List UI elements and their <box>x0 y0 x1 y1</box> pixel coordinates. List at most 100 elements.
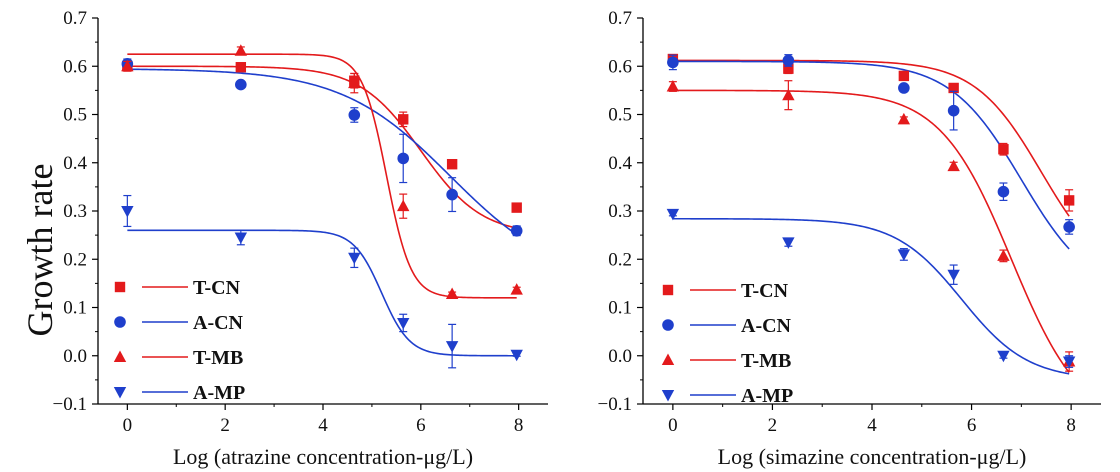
x-tick-label: 4 <box>318 415 328 436</box>
panel-simazine: −0.1 0.0 0.1 0.2 0.3 0.4 0.5 0.6 0.7 0 2 4 6 8 Log (si… <box>598 8 1101 469</box>
data-point <box>234 44 248 56</box>
y-tick-label: 0.1 <box>608 298 632 319</box>
data-point <box>397 317 410 330</box>
data-point <box>1063 195 1075 206</box>
y-tick-label: 0.1 <box>63 298 87 319</box>
legend-label: T-CN <box>741 280 789 302</box>
x-tick-label: 6 <box>967 415 977 436</box>
data-point <box>398 114 409 125</box>
x-tick-label: 4 <box>867 415 877 436</box>
data-point <box>397 152 410 165</box>
data-point <box>898 70 910 82</box>
data-point <box>897 249 911 261</box>
data-point <box>121 59 134 72</box>
y-tick-label: −0.1 <box>598 394 632 415</box>
data-point <box>397 199 410 212</box>
fit-curve <box>672 60 1070 250</box>
y-tick-label: 0.0 <box>608 346 632 367</box>
data-point <box>1063 221 1075 233</box>
x-axis-title: Log (simazine concentration-μg/L) <box>718 444 1027 469</box>
data-point <box>782 237 795 249</box>
data-point <box>348 252 361 265</box>
data-point <box>511 202 522 213</box>
y-tick-label: −0.1 <box>53 394 87 415</box>
legend-label: T-MB <box>193 347 243 369</box>
legend-label: T-MB <box>741 350 791 372</box>
data-point <box>666 208 680 221</box>
data-point <box>235 62 247 73</box>
data-point <box>446 188 458 201</box>
data-point <box>1062 356 1076 369</box>
data-point <box>948 82 959 94</box>
data-point <box>445 287 459 299</box>
data-point <box>782 88 795 101</box>
legend-marker <box>662 284 674 296</box>
legend-marker <box>662 319 674 331</box>
legend-label: A-MP <box>741 385 793 407</box>
data-point <box>998 144 1009 155</box>
data-point <box>667 56 679 69</box>
data-point <box>510 224 523 237</box>
data-point <box>947 159 960 172</box>
data-point <box>783 63 794 74</box>
x-tick-label: 0 <box>123 415 133 436</box>
data-point <box>666 80 680 92</box>
legend-label: A-CN <box>193 312 244 334</box>
data-point <box>235 78 247 91</box>
data-point <box>121 206 134 218</box>
data-point <box>997 249 1010 261</box>
x-tick-label: 8 <box>1066 415 1076 436</box>
data-point <box>234 232 248 245</box>
data-point <box>446 158 458 170</box>
x-tick-label: 0 <box>668 415 678 436</box>
data-point <box>997 350 1010 363</box>
x-axis-title: Log (atrazine concentration-μg/L) <box>173 444 473 469</box>
legend-label: A-MP <box>193 382 245 404</box>
data-point <box>445 341 459 353</box>
y-tick-label: 0.5 <box>63 105 87 126</box>
y-tick-label: 0.3 <box>63 201 87 222</box>
y-tick-label: 0.4 <box>608 153 632 174</box>
data-point <box>348 76 361 89</box>
x-tick-label: 6 <box>416 415 426 436</box>
fit-curve <box>127 68 518 236</box>
legend-marker <box>114 316 126 328</box>
data-point <box>947 104 960 117</box>
fit-curve <box>672 89 1070 373</box>
x-tick-label: 2 <box>220 415 230 436</box>
data-point <box>510 349 523 362</box>
fit-curve <box>672 59 1070 217</box>
data-point <box>348 109 361 121</box>
y-tick-label: 0.2 <box>608 249 632 270</box>
x-tick-label: 8 <box>514 415 524 436</box>
data-point <box>947 269 960 282</box>
legend-marker <box>113 387 127 399</box>
y-tick-label: 0.6 <box>608 56 632 77</box>
data-point <box>510 283 523 295</box>
legend-marker <box>113 350 127 362</box>
y-tick-label: 0.6 <box>63 56 87 77</box>
fit-curve <box>127 65 517 229</box>
legend-marker <box>661 353 675 365</box>
fit-curve <box>127 229 517 357</box>
y-tick-label: 0.2 <box>63 249 87 270</box>
data-point <box>898 82 910 94</box>
y-tick-label: 0.4 <box>63 153 87 174</box>
legend-label: A-CN <box>741 315 792 337</box>
y-tick-label: 0.7 <box>63 8 87 29</box>
y-tick-label: 0.0 <box>63 346 87 367</box>
y-tick-label: 0.7 <box>608 8 632 29</box>
legend-label: T-CN <box>193 277 241 299</box>
legend-marker <box>661 390 675 402</box>
legend-marker <box>114 281 126 293</box>
panel-atrazine: −0.1 0.0 0.1 0.2 0.3 0.4 0.5 0.6 0.7 0 2 4 6 8 Log (at… <box>53 8 548 469</box>
data-point <box>897 112 911 125</box>
y-tick-label: 0.3 <box>608 201 632 222</box>
y-tick-label: 0.5 <box>608 105 632 126</box>
data-point <box>997 185 1010 198</box>
x-tick-label: 2 <box>768 415 778 436</box>
fit-curve <box>127 53 517 299</box>
y-axis-title: Growth rate <box>20 164 60 337</box>
data-point <box>782 54 795 67</box>
